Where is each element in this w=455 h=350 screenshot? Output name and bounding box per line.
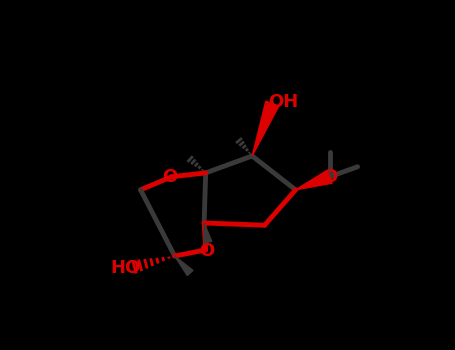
Polygon shape (204, 223, 212, 243)
Polygon shape (252, 101, 279, 156)
Text: O: O (162, 168, 177, 186)
Polygon shape (175, 256, 193, 275)
Text: O: O (200, 243, 215, 260)
Text: O: O (322, 168, 337, 186)
Text: OH: OH (268, 93, 298, 111)
Polygon shape (296, 170, 332, 190)
Text: HO: HO (110, 259, 140, 278)
